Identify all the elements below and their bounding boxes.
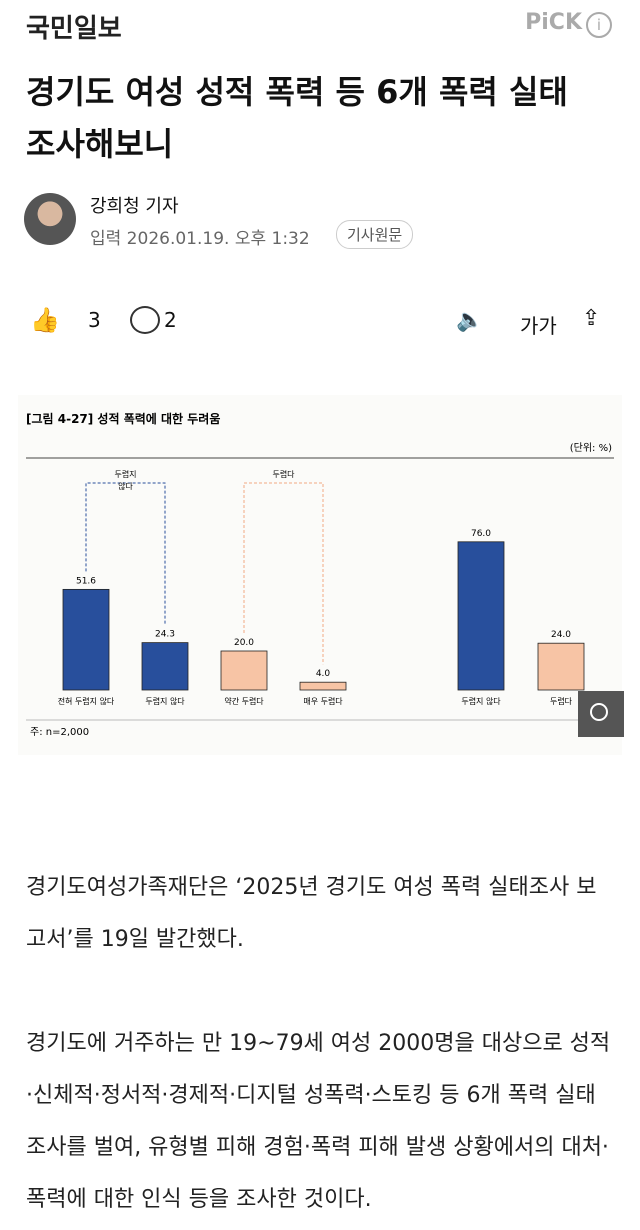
unit: (단위: %) <box>570 441 612 454</box>
like-count: 3 <box>88 308 101 332</box>
value-label: 51.6 <box>76 576 96 586</box>
article-body: 경기도여성가족재단은 ‘2025년 경기도 여성 폭력 실태조사 보고서’를 1… <box>26 862 616 1230</box>
figure-bg <box>18 395 622 755</box>
reporter[interactable]: 강희청 기자 <box>90 196 179 217</box>
value-label: 24.0 <box>551 630 571 640</box>
comment-count: 2 <box>164 308 177 332</box>
bar <box>537 642 585 691</box>
category-label: 매우 두렵다 <box>303 697 343 706</box>
value-label: 20.0 <box>234 638 254 648</box>
article-title: 경기도 여성 성적 폭력 등 6개 폭력 실태 조사해보니 <box>26 73 568 163</box>
value-label: 76.0 <box>471 529 491 539</box>
paragraph: 경기도에 거주하는 만 19~79세 여성 2000명을 대상으로 성적·신체적… <box>26 1031 611 1212</box>
zoom-icon <box>590 703 608 721</box>
pick-label[interactable]: PiCK <box>525 10 582 35</box>
reporter-avatar[interactable] <box>24 193 76 245</box>
audio-icon[interactable]: 🔈 <box>456 308 484 333</box>
value-label: 24.3 <box>155 630 175 640</box>
category-label: 전혀 두렵지 않다 <box>58 696 115 706</box>
bar <box>141 642 189 691</box>
bar <box>220 650 268 691</box>
paragraph: 경기도여성가족재단은 ‘2025년 경기도 여성 폭력 실태조사 보고서’를 1… <box>26 875 597 952</box>
group-bracket <box>85 482 166 625</box>
category-label: 약간 두렵다 <box>224 696 264 706</box>
date: 입력 2026.01.19. 오후 1:32 <box>90 229 310 249</box>
bar <box>62 588 110 691</box>
bar <box>299 681 347 691</box>
value-label: 4.0 <box>316 669 331 679</box>
group-bracket <box>243 482 324 665</box>
font-size-button[interactable]: 가가 <box>520 314 557 338</box>
chart-figure: [그림 4-27] 성적 폭력에 대한 두려움 (단위: %) 주: n=2,0… <box>18 395 624 755</box>
group-label: 두렵지 않다 <box>114 470 136 491</box>
chart-title: [그림 4-27] 성적 폭력에 대한 두려움 <box>26 411 220 426</box>
info-icon[interactable]: i <box>586 12 612 38</box>
category-label: 두렵지 않다 <box>461 697 501 706</box>
category-label: 두렵다 <box>550 697 573 706</box>
like-icon[interactable]: 👍 <box>30 306 60 334</box>
zoom-button[interactable] <box>578 691 624 737</box>
bar <box>457 541 505 691</box>
comment-icon[interactable] <box>130 306 160 334</box>
source-button[interactable]: 기사원문 <box>336 220 414 249</box>
note: 주: n=2,000 <box>30 727 89 738</box>
category-label: 두렵지 않다 <box>145 697 185 706</box>
logo[interactable]: 국민일보 <box>26 14 122 44</box>
group-label: 두렵다 <box>272 470 295 479</box>
share-icon[interactable]: ⇪ <box>582 306 601 331</box>
